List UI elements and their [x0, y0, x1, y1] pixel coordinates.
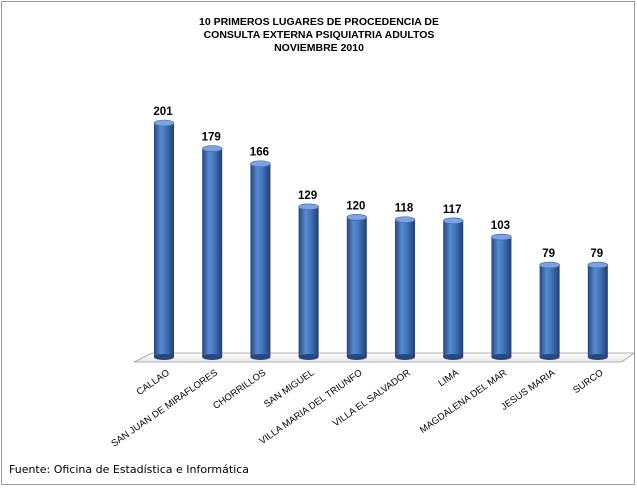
category-label-surco: SURCO	[571, 367, 605, 396]
bar-callao	[153, 119, 175, 360]
chart-title-line-3: NOVIEMBRE 2010	[274, 42, 364, 54]
bar-body	[154, 123, 174, 357]
bar-body	[250, 163, 271, 357]
value-label-villa-el-salvador: 118	[395, 203, 414, 215]
chart-title: 10 PRIMEROS LUGARES DE PROCEDENCIA DE CO…	[199, 16, 439, 54]
bar-body	[587, 265, 608, 357]
bar-base-cap	[539, 354, 560, 360]
bar-top-cap	[587, 261, 609, 269]
bar-top-cap	[153, 119, 175, 127]
bar-base-cap	[202, 354, 223, 360]
value-label-chorrillos: 166	[250, 147, 269, 159]
bar-top-cap	[539, 261, 560, 269]
bar-base-cap	[250, 354, 271, 360]
value-label-surco: 79	[590, 248, 603, 260]
bar-top-cap	[346, 213, 368, 221]
bar-body	[491, 237, 512, 357]
bar-top-cap	[298, 203, 319, 211]
bar-base-cap	[154, 354, 174, 360]
bar-base-cap	[443, 354, 464, 360]
category-label-lima: LIMA	[436, 367, 461, 389]
bar-top-cap	[250, 160, 271, 168]
bar-body	[539, 265, 560, 357]
bar-top-cap	[201, 145, 223, 152]
bar-villa-maria-del-triunfo	[346, 213, 368, 360]
bar-base-cap	[395, 354, 415, 360]
bar-base-cap	[587, 354, 608, 360]
bar-top-cap	[442, 217, 464, 225]
bar-chorrillos	[250, 160, 271, 360]
category-label-magdalena-del-mar: MAGDALENA DEL MAR	[418, 367, 509, 436]
value-label-san-juan-de-miraflores: 179	[202, 132, 221, 144]
bar-san-miguel	[298, 203, 319, 360]
value-labels: 201 179 166 129 120 118 117 103 79 79	[153, 106, 603, 260]
bar-villa-el-salvador	[394, 216, 416, 360]
value-label-jesus-maria: 79	[542, 248, 555, 260]
value-label-lima: 117	[443, 204, 462, 216]
category-label-callao: CALLAO	[135, 367, 172, 398]
category-label-chorrillos: CHORRILLOS	[211, 367, 268, 411]
bar-body	[202, 148, 223, 357]
source-note: Fuente: Oficina de Estadística e Informá…	[9, 463, 250, 476]
bar-base-cap	[491, 354, 512, 360]
value-label-callao: 201	[153, 106, 173, 118]
chart-title-line-2: CONSULTA EXTERNA PSIQUIATRIA ADULTOS	[204, 29, 435, 41]
bar-body	[346, 217, 367, 357]
bar-lima	[442, 217, 464, 360]
bar-magdalena-del-mar	[491, 233, 512, 360]
bar-surco	[587, 261, 609, 360]
bar-jesus-maria	[539, 261, 560, 360]
bar-body	[443, 220, 464, 357]
category-label-villa-el-salvador: VILLA EL SALVADOR	[331, 367, 413, 429]
value-label-villa-maria-del-triunfo: 120	[346, 200, 365, 212]
bar-body	[298, 206, 319, 357]
bar-base-cap	[346, 354, 367, 360]
bar-series	[153, 119, 609, 360]
bar-top-cap	[394, 216, 416, 223]
category-label-jesus-maria: JESUS MARIA	[499, 367, 558, 413]
value-label-san-miguel: 129	[298, 190, 317, 202]
bar-top-cap	[491, 233, 512, 241]
bar-body	[395, 219, 415, 357]
chart-title-line-1: 10 PRIMEROS LUGARES DE PROCEDENCIA DE	[199, 16, 439, 28]
bar-base-cap	[298, 354, 319, 360]
bar-san-juan-de-miraflores	[201, 145, 223, 360]
value-label-magdalena-del-mar: 103	[491, 220, 510, 232]
